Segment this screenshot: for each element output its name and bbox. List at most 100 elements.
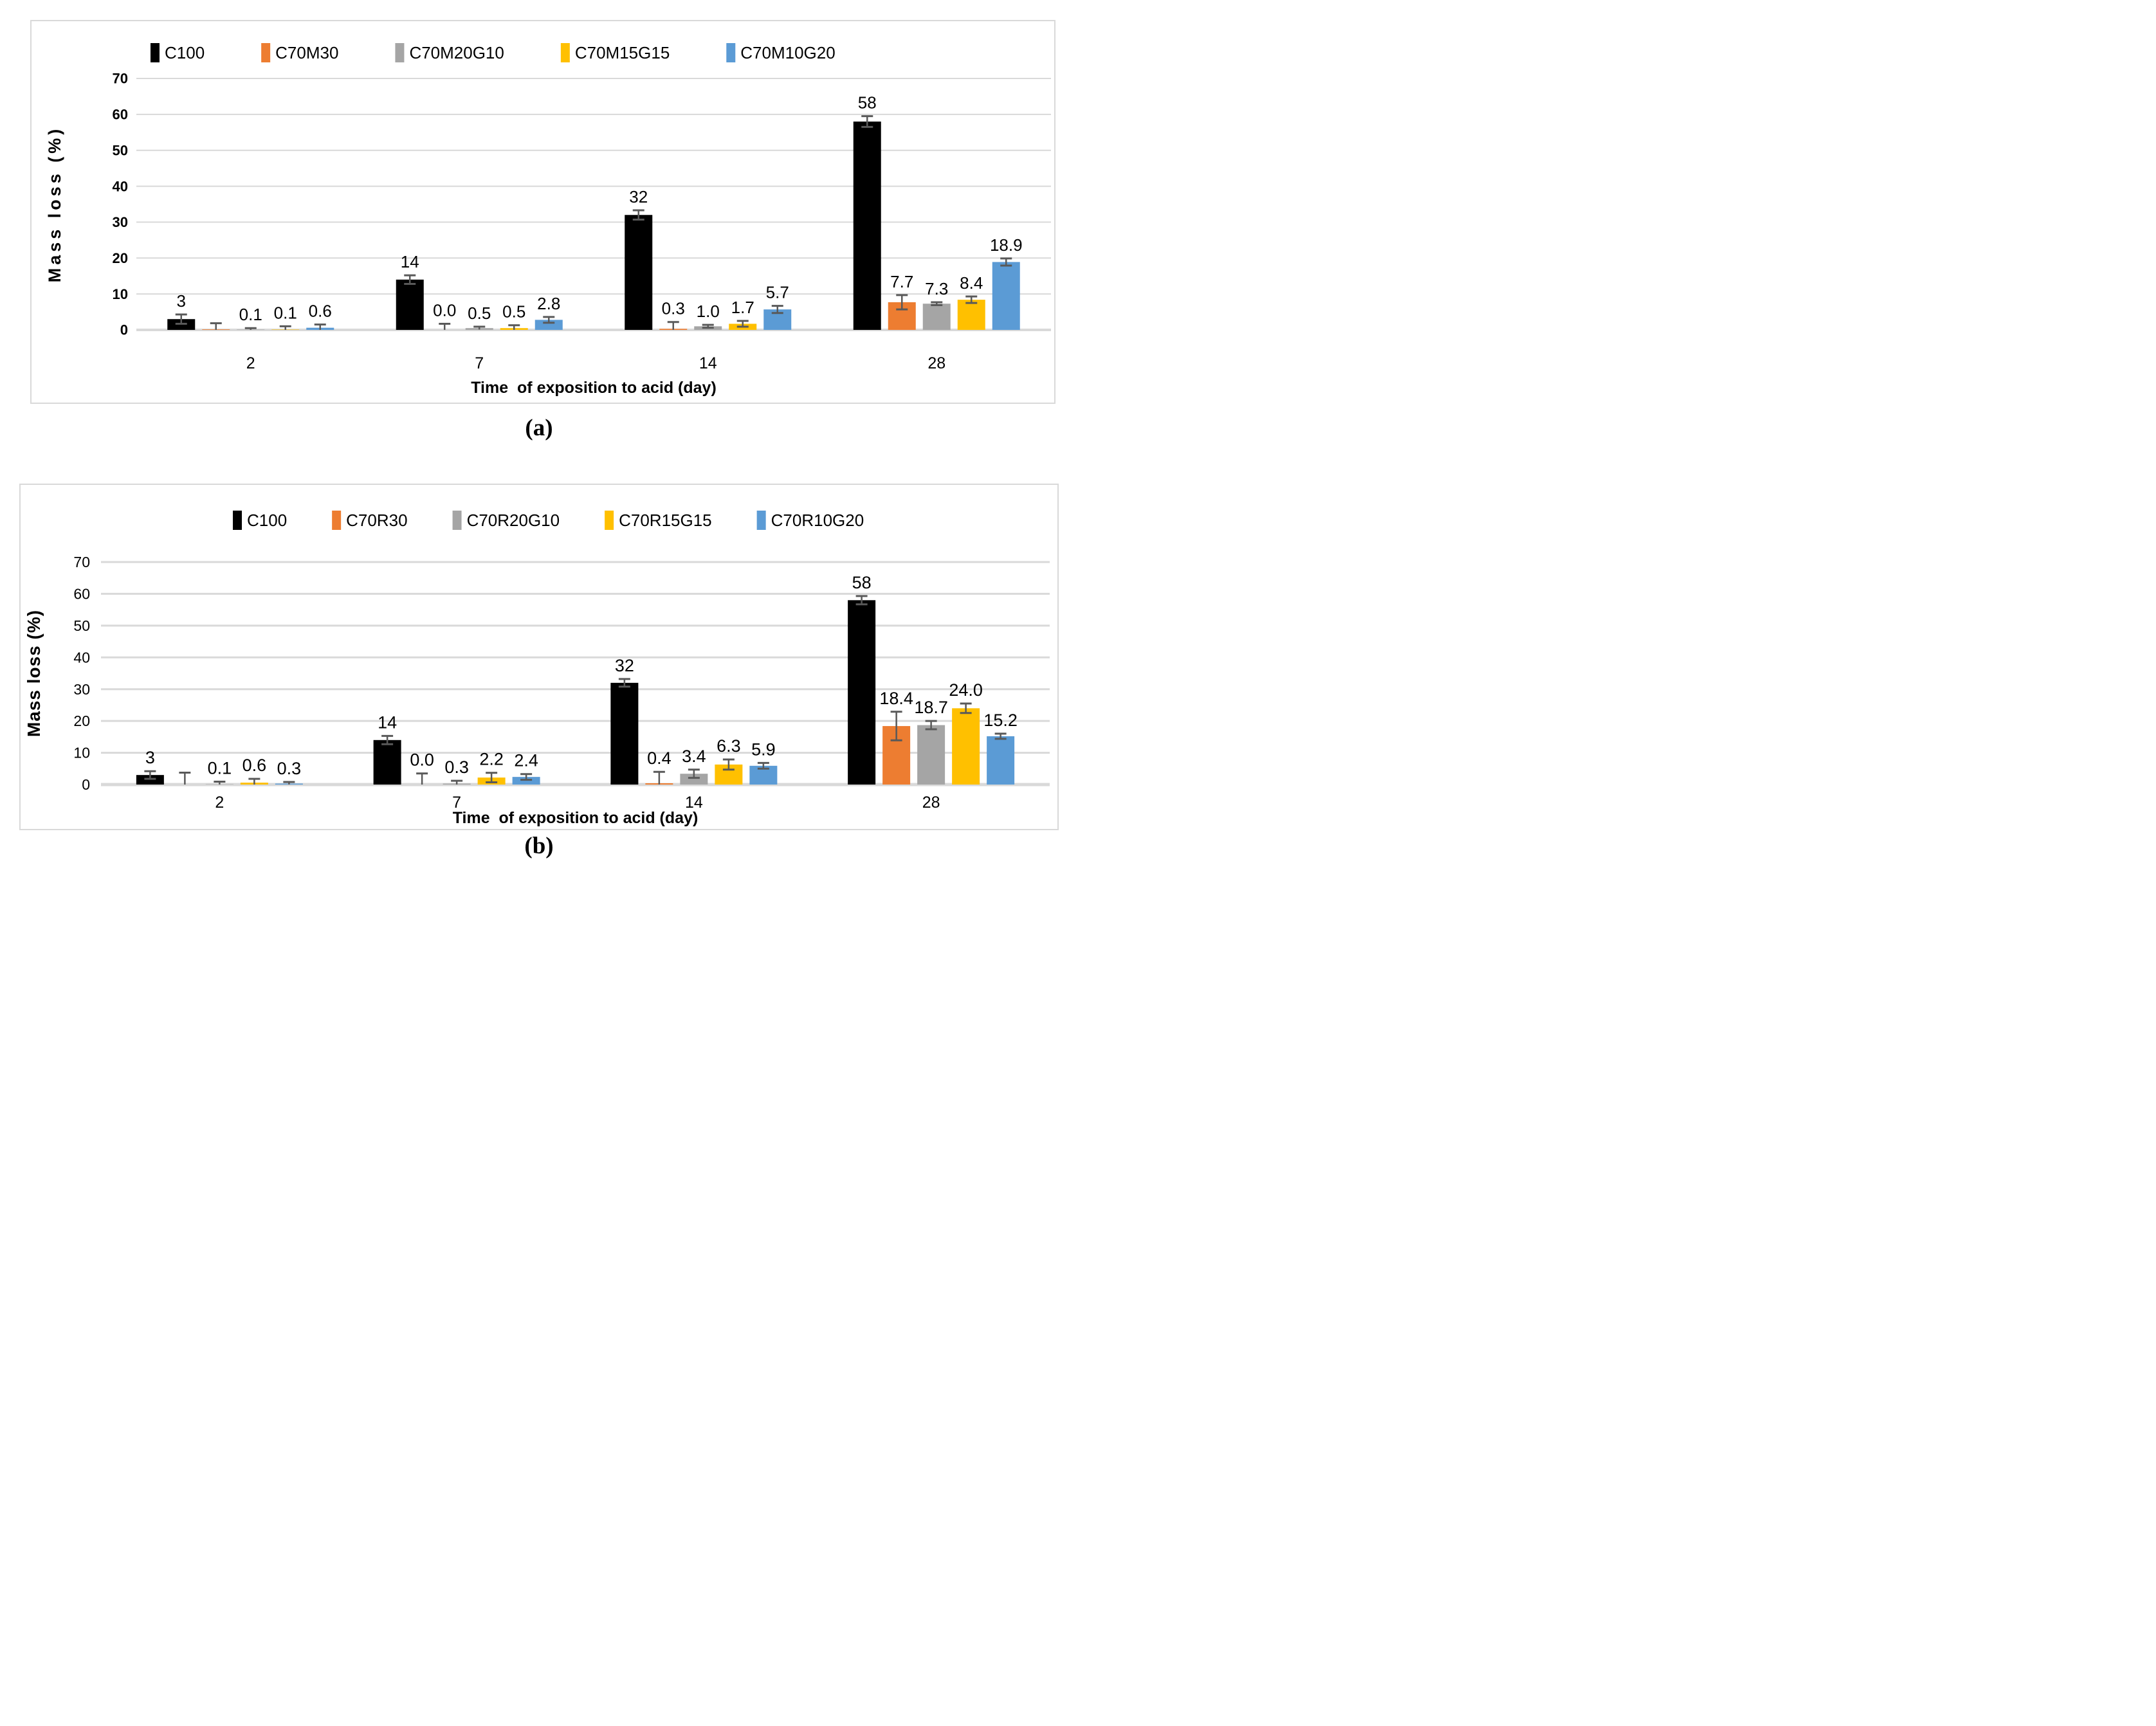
data-label-C70R10G20-day28: 15.2 <box>983 711 1018 730</box>
data-label-C70R10G20-day7: 2.4 <box>514 751 538 770</box>
legend-swatch-C70M15G15 <box>560 43 570 62</box>
legend-label-C70R10G20: C70R10G20 <box>771 511 864 530</box>
panel-a: 0 10 20 30 40 50 60 70 3 0.1 0.1 0.6 2 14 0.0 0.5 0.5 2.8… <box>30 20 1055 404</box>
x-tick-label: 14 <box>699 354 717 372</box>
legend-label-C70R20G10: C70R20G10 <box>467 511 560 530</box>
y-tick-label: 70 <box>73 554 90 570</box>
legend-swatch-C70M20G10 <box>395 43 405 62</box>
bar-C70R10G20-day28 <box>987 736 1015 785</box>
data-label-C70R15G15-day28: 24.0 <box>949 680 983 700</box>
caption-b: (b) <box>524 833 554 859</box>
legend-label-C70R30: C70R30 <box>346 511 407 530</box>
chart-a: 0 10 20 30 40 50 60 70 3 0.1 0.1 0.6 2 14 0.0 0.5 0.5 2.8… <box>45 43 1051 397</box>
caption-a: (a) <box>525 415 553 441</box>
bar-C100-day28 <box>853 122 881 330</box>
bar-C100-day28 <box>848 600 876 785</box>
data-label-C70R20G10-day14: 3.4 <box>682 747 706 766</box>
y-tick-label: 70 <box>113 71 128 87</box>
legend-swatch-C70R15G15 <box>605 511 614 530</box>
data-label-C70R20G10-day2: 0.1 <box>208 759 232 778</box>
x-tick-label: 14 <box>685 794 703 812</box>
data-label-C70M30-day28: 7.7 <box>890 272 913 291</box>
y-tick-label: 60 <box>73 585 90 602</box>
data-label-C70M15G15-day7: 0.5 <box>502 302 525 322</box>
y-tick-label: 10 <box>113 286 128 302</box>
legend-label-C100: C100 <box>247 511 287 530</box>
data-label-C70M30-day14: 0.3 <box>662 299 685 318</box>
legend-swatch-C100 <box>233 511 242 530</box>
legend-swatch-C70R10G20 <box>756 511 766 530</box>
legend-label-C70M10G20: C70M10G20 <box>740 43 835 62</box>
y-tick-label: 50 <box>113 142 128 158</box>
legend-label-C70M30: C70M30 <box>275 43 338 62</box>
data-label-C70M10G20-day2: 0.6 <box>309 302 332 321</box>
data-label-C70M20G10-day7: 0.5 <box>468 304 491 323</box>
data-label-C70M20G10-day14: 1.0 <box>697 302 720 321</box>
bar-C70M10G20-day7 <box>534 320 563 330</box>
legend-label-C100: C100 <box>165 43 205 62</box>
bar-C70M20G10-day28 <box>922 304 951 330</box>
data-label-C70R20G10-day7: 0.3 <box>444 758 469 777</box>
legend-label-C70M20G10: C70M20G10 <box>409 43 504 62</box>
data-label-C70R20G10-day28: 18.7 <box>914 698 948 717</box>
x-axis-title: Time of exposition to acid (day) <box>471 379 717 397</box>
y-tick-label: 20 <box>73 713 90 729</box>
data-label-C70M10G20-day28: 18.9 <box>990 235 1023 255</box>
data-label-C100-day2: 3 <box>177 291 186 311</box>
x-axis-title: Time of exposition to acid (day) <box>453 809 699 827</box>
bar-C100-day7 <box>373 740 401 785</box>
y-tick-label: 0 <box>120 322 128 338</box>
x-tick-label: 2 <box>246 354 255 372</box>
bar-C100-day14 <box>625 215 653 330</box>
legend-swatch-C70R20G10 <box>452 511 462 530</box>
y-tick-label: 40 <box>73 649 90 666</box>
y-tick-label: 20 <box>113 250 128 266</box>
data-label-C70R30-day14: 0.4 <box>647 749 671 768</box>
data-label-C70M15G15-day28: 8.4 <box>960 273 983 293</box>
y-tick-label: 30 <box>113 214 128 230</box>
bar-C70M10G20-day28 <box>992 262 1020 330</box>
y-tick-label: 30 <box>73 681 90 698</box>
data-label-C100-day2: 3 <box>145 748 155 767</box>
x-tick-label: 7 <box>452 794 461 812</box>
data-label-C70R30-day7: 0.0 <box>410 750 434 770</box>
bar-C70R20G10-day14 <box>680 774 708 785</box>
y-axis-title: Mass loss (%) <box>45 126 64 283</box>
bar-C70R20G10-day28 <box>917 725 946 785</box>
data-label-C100-day7: 14 <box>401 252 419 271</box>
y-tick-label: 10 <box>73 745 90 761</box>
y-tick-label: 60 <box>113 107 128 123</box>
data-label-C70R15G15-day14: 6.3 <box>717 736 741 756</box>
data-label-C70R10G20-day14: 5.9 <box>751 740 776 759</box>
data-label-C70R15G15-day7: 2.2 <box>479 750 504 769</box>
legend-swatch-C100 <box>151 43 160 62</box>
y-tick-label: 40 <box>113 178 128 194</box>
panel-b: 0 10 20 30 40 50 60 70 3 0.1 0.6 0.3 2 14 0.0 0.3 2.2 2.4… <box>19 484 1059 830</box>
x-tick-label: 7 <box>475 354 484 372</box>
data-label-C70R15G15-day2: 0.6 <box>242 756 267 775</box>
bar-C100-day7 <box>396 279 424 330</box>
y-axis-title: Mass loss (%) <box>24 610 44 737</box>
data-label-C70M10G20-day7: 2.8 <box>537 294 560 313</box>
bar-C100-day14 <box>610 682 639 785</box>
y-tick-label: 0 <box>82 776 90 793</box>
data-label-C70M15G15-day14: 1.7 <box>731 298 754 317</box>
x-tick-label: 28 <box>927 354 946 372</box>
y-tick-label: 50 <box>73 617 90 634</box>
data-label-C70R10G20-day2: 0.3 <box>277 759 302 778</box>
data-label-C70M30-day7: 0.0 <box>433 301 456 320</box>
data-label-C100-day28: 58 <box>858 93 877 113</box>
bar-C70M15G15-day28 <box>957 300 985 330</box>
chart-b: 0 10 20 30 40 50 60 70 3 0.1 0.6 0.3 2 14 0.0 0.3 2.2 2.4… <box>24 511 1050 827</box>
figure-page: 0 10 20 30 40 50 60 70 3 0.1 0.1 0.6 2 14 0.0 0.5 0.5 2.8… <box>0 0 1078 863</box>
data-label-C70M20G10-day2: 0.1 <box>239 305 262 324</box>
data-label-C70M20G10-day28: 7.3 <box>925 279 948 298</box>
x-tick-label: 2 <box>215 794 224 812</box>
data-label-C70R30-day28: 18.4 <box>879 689 913 708</box>
legend-swatch-C70M30 <box>261 43 271 62</box>
legend-swatch-C70M10G20 <box>726 43 736 62</box>
data-label-C70M10G20-day14: 5.7 <box>766 283 789 302</box>
x-tick-label: 28 <box>922 794 940 812</box>
data-label-C100-day14: 32 <box>629 187 648 206</box>
data-label-C100-day7: 14 <box>378 713 397 732</box>
